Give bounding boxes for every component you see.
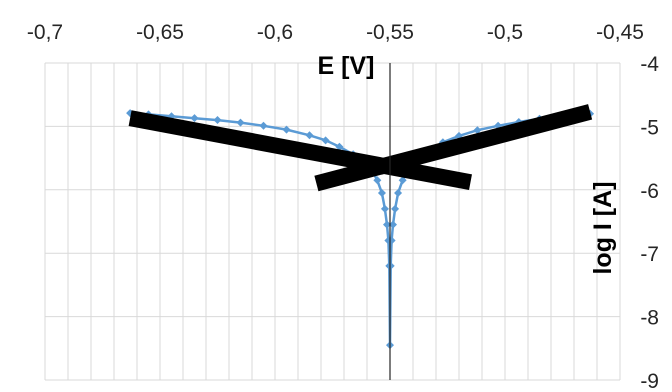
data-point — [321, 136, 330, 145]
data-point — [380, 204, 389, 213]
series-line — [130, 111, 591, 346]
data-point — [373, 176, 382, 185]
data-point — [383, 220, 392, 229]
x-tick-labels: -0,7 -0,65 -0,6 -0,55 -0,5 -0,45 — [27, 21, 644, 44]
data-point — [388, 220, 397, 229]
data-point — [305, 131, 314, 140]
tafel-lines — [128, 104, 593, 192]
data-point — [213, 116, 222, 125]
data-point — [386, 261, 395, 270]
x-tick-label: -0,6 — [257, 21, 293, 44]
data-point — [282, 125, 291, 134]
y-axis-title: log I [A] — [589, 181, 617, 274]
y-tick-label: -5 — [640, 116, 659, 139]
data-point — [236, 118, 245, 127]
y-tick-label: -7 — [640, 243, 659, 266]
y-tick-label: -9 — [640, 370, 659, 392]
data-point — [377, 188, 386, 197]
tafel-line — [128, 110, 472, 191]
x-tick-label: -0,7 — [27, 21, 63, 44]
y-tick-label: -4 — [640, 53, 659, 76]
data-point — [259, 121, 268, 130]
data-point — [391, 204, 400, 213]
data-point — [473, 126, 482, 135]
x-tick-label: -0,45 — [596, 21, 644, 44]
x-axis-title: E [V] — [318, 52, 375, 80]
data-point — [494, 121, 503, 130]
data-point — [394, 188, 403, 197]
series-data — [126, 109, 595, 350]
data-point — [335, 142, 344, 151]
y-tick-labels: -4 -5 -6 -7 -8 -9 — [640, 53, 659, 392]
x-tick-label: -0,65 — [136, 21, 184, 44]
x-tick-label: -0,55 — [366, 21, 414, 44]
data-point — [190, 114, 199, 123]
tafel-line — [314, 104, 593, 192]
data-point — [398, 176, 407, 185]
x-tick-label: -0,5 — [487, 21, 523, 44]
y-tick-label: -6 — [640, 180, 659, 203]
y-tick-label: -8 — [640, 307, 659, 330]
